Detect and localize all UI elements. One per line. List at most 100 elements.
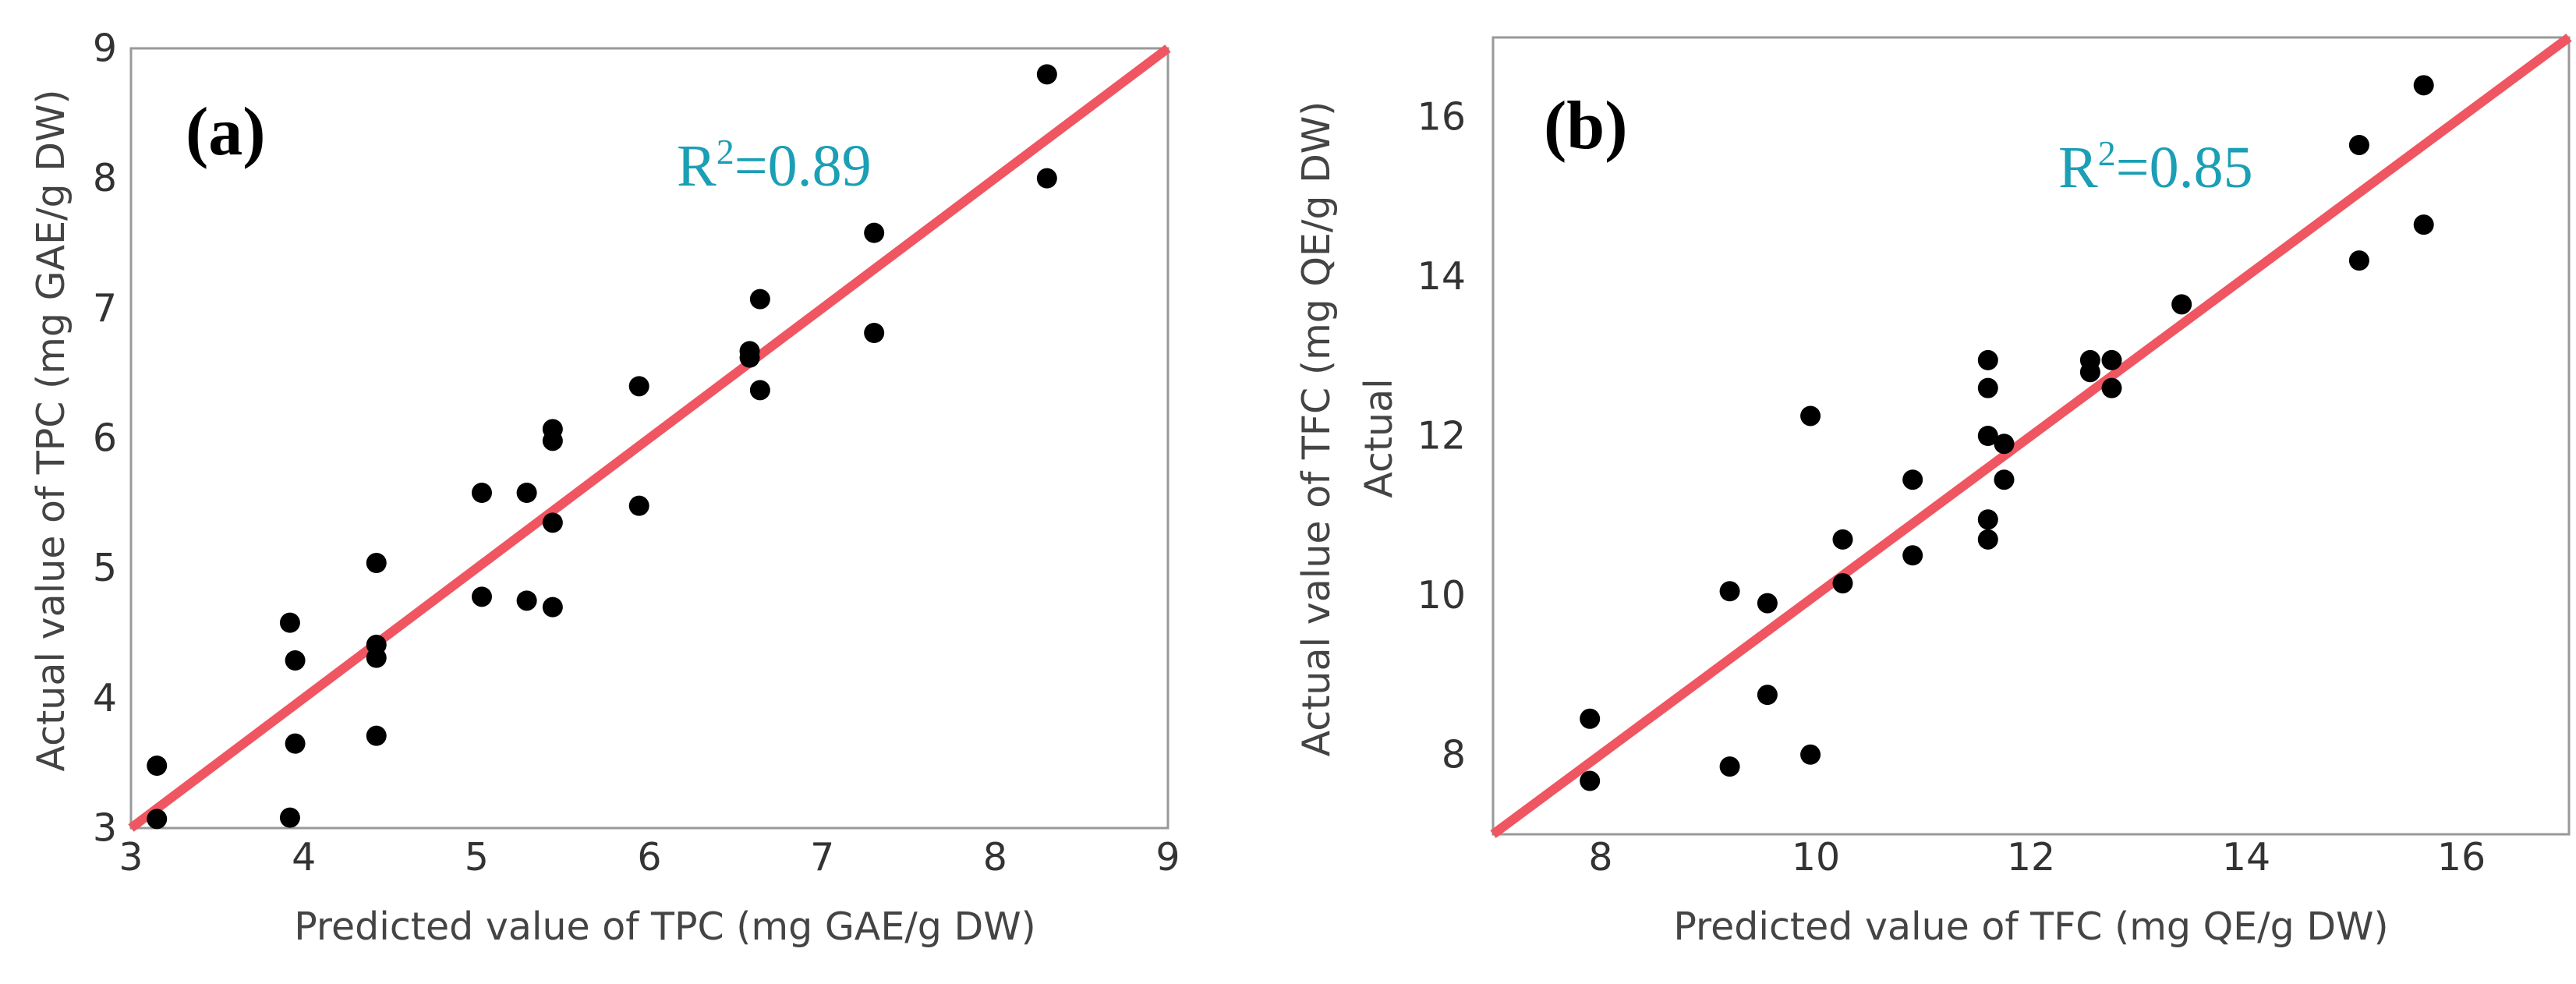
data-point bbox=[1902, 469, 1923, 490]
data-point bbox=[1757, 593, 1778, 614]
data-point bbox=[542, 430, 563, 451]
y-axis-label-secondary-b: Actual bbox=[1357, 378, 1401, 498]
data-point bbox=[1977, 377, 1998, 398]
data-point bbox=[1800, 405, 1821, 427]
y-tick-label: 12 bbox=[1417, 414, 1466, 458]
data-point bbox=[1036, 64, 1057, 85]
r2-superscript-b: 2 bbox=[2098, 133, 2116, 173]
r2-value-b: =0.85 bbox=[2116, 135, 2253, 200]
r2-annotation-a: R2=0.89 bbox=[677, 132, 872, 199]
data-point bbox=[628, 495, 649, 516]
data-point bbox=[1994, 469, 2015, 490]
y-tick-label: 7 bbox=[93, 286, 117, 331]
y-tick-label: 10 bbox=[1417, 573, 1466, 618]
x-tick-label: 6 bbox=[637, 835, 661, 880]
data-point bbox=[2101, 377, 2122, 398]
data-point bbox=[147, 756, 168, 776]
x-tick-labels-b: 8 10 12 14 16 bbox=[1588, 835, 2486, 880]
data-point bbox=[739, 347, 760, 368]
x-tick-label: 3 bbox=[119, 835, 143, 880]
fit-line-a bbox=[128, 44, 1171, 832]
y-tick-labels-a: 3 4 5 6 7 8 9 bbox=[93, 27, 117, 851]
y-tick-label: 8 bbox=[1442, 732, 1466, 777]
x-axis-label-a: Predicted value of TPC (mg GAE/g DW) bbox=[294, 904, 1036, 949]
data-point bbox=[471, 586, 492, 607]
y-tick-label: 3 bbox=[93, 806, 117, 851]
x-tick-label: 16 bbox=[2437, 835, 2486, 880]
r2-value-a: =0.89 bbox=[734, 133, 872, 199]
panel-a-chart: 3 4 5 6 7 8 9 3 4 5 6 7 8 9 (a) R2=0.89 Predicted va… bbox=[29, 27, 1180, 950]
data-point bbox=[1832, 529, 1853, 550]
data-point bbox=[749, 288, 770, 310]
y-tick-label: 5 bbox=[93, 546, 117, 590]
data-point bbox=[1977, 509, 1998, 530]
data-point bbox=[1800, 744, 1821, 765]
x-tick-label: 10 bbox=[1792, 835, 1840, 880]
r2-prefix-a: R bbox=[677, 133, 717, 199]
y-axis-label-b: Actual value of TFC (mg QE/g DW) bbox=[1294, 101, 1339, 757]
r2-prefix-b: R bbox=[2058, 135, 2098, 200]
data-point bbox=[1977, 529, 1998, 550]
data-point bbox=[2413, 75, 2434, 96]
data-point bbox=[285, 650, 306, 671]
data-point bbox=[1757, 685, 1778, 706]
data-point bbox=[2079, 362, 2100, 383]
x-tick-label: 8 bbox=[983, 835, 1007, 880]
data-point bbox=[542, 596, 563, 618]
x-tick-label: 12 bbox=[2007, 835, 2055, 880]
r2-annotation-b: R2=0.85 bbox=[2058, 133, 2253, 200]
x-axis-label-b: Predicted value of TFC (mg QE/g DW) bbox=[1673, 904, 2388, 949]
data-point bbox=[1977, 426, 1998, 446]
data-point bbox=[285, 733, 306, 754]
x-tick-label: 9 bbox=[1155, 835, 1180, 880]
y-tick-labels-b: 8 10 12 14 16 bbox=[1417, 95, 1466, 777]
data-point bbox=[366, 647, 387, 668]
data-point bbox=[516, 590, 537, 611]
y-tick-label: 4 bbox=[93, 676, 117, 720]
data-point bbox=[1977, 349, 1998, 370]
y-tick-label: 16 bbox=[1417, 95, 1466, 140]
data-point bbox=[279, 807, 300, 828]
data-point bbox=[1902, 545, 1923, 566]
data-point bbox=[2348, 134, 2369, 155]
data-point bbox=[749, 380, 770, 401]
data-point bbox=[366, 725, 387, 746]
data-point bbox=[2101, 349, 2122, 370]
data-point bbox=[1580, 708, 1601, 729]
panel-b-chart: 8 10 12 14 16 8 10 12 14 16 (b) R2=0.85 Predicte… bbox=[1294, 34, 2572, 949]
data-point bbox=[279, 612, 300, 633]
data-point bbox=[2413, 214, 2434, 235]
data-point bbox=[1832, 573, 1853, 594]
data-point bbox=[1580, 770, 1601, 791]
data-point bbox=[1994, 434, 2015, 455]
y-axis-label-a: Actual value of TPC (mg GAE/g DW) bbox=[29, 89, 73, 771]
data-points-a bbox=[147, 64, 1057, 830]
data-point bbox=[1719, 756, 1740, 777]
data-points-b bbox=[1580, 75, 2434, 791]
fit-line-b bbox=[1490, 34, 2572, 838]
data-point bbox=[864, 222, 885, 243]
data-point bbox=[2348, 250, 2369, 271]
panel-label-a: (a) bbox=[186, 94, 266, 170]
y-tick-label: 9 bbox=[93, 27, 117, 71]
x-tick-labels-a: 3 4 5 6 7 8 9 bbox=[119, 835, 1180, 880]
panel-label-b: (b) bbox=[1544, 88, 1628, 164]
x-tick-label: 14 bbox=[2222, 835, 2270, 880]
y-tick-label: 8 bbox=[93, 156, 117, 200]
x-tick-label: 5 bbox=[465, 835, 489, 880]
data-point bbox=[2171, 294, 2192, 315]
data-point bbox=[864, 323, 885, 343]
data-point bbox=[471, 483, 492, 503]
x-tick-label: 8 bbox=[1588, 835, 1612, 880]
data-point bbox=[1719, 581, 1740, 602]
data-point bbox=[1036, 168, 1057, 189]
data-point bbox=[147, 809, 168, 830]
data-point bbox=[542, 512, 563, 533]
r2-superscript-a: 2 bbox=[717, 132, 734, 172]
x-tick-label: 4 bbox=[292, 835, 316, 880]
data-point bbox=[366, 553, 387, 573]
y-tick-label: 6 bbox=[93, 416, 117, 461]
data-point bbox=[516, 483, 537, 503]
data-point bbox=[628, 376, 649, 397]
